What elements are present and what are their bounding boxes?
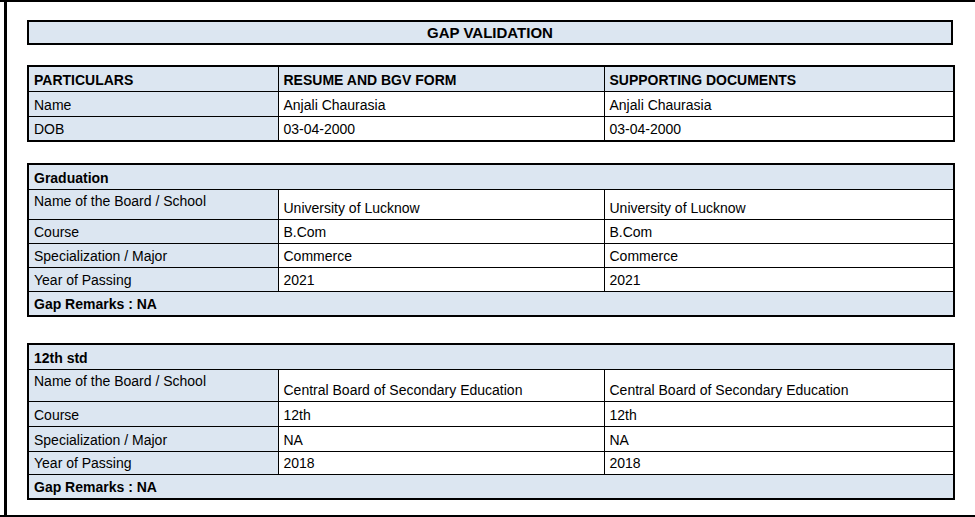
course-supporting-value: B.Com [604,219,954,243]
specialization-supporting-value: Commerce [604,243,954,267]
page-title: GAP VALIDATION [27,20,953,45]
specialization-resume-value: Commerce [278,243,604,267]
dob-supporting-value: 03-04-2000 [604,116,954,141]
section-title-graduation: Graduation [28,164,954,189]
course-resume-value: 12th [278,401,604,426]
section-header-row: Graduation [28,164,954,189]
table-row-specialization: Specialization / Major Commerce Commerce [28,243,954,267]
year-of-passing-label: Year of Passing [28,267,278,291]
board-school-supporting-value: Central Board of Secondary Education [604,369,954,401]
year-of-passing-supporting-value: 2018 [604,451,954,474]
table-row-name: Name Anjali Chaurasia Anjali Chaurasia [28,91,954,116]
specialization-label: Specialization / Major [28,243,278,267]
course-label: Course [28,401,278,426]
board-school-resume-value: Central Board of Secondary Education [278,369,604,401]
header-particulars: PARTICULARS [28,66,278,91]
year-of-passing-resume-value: 2018 [278,451,604,474]
year-of-passing-resume-value: 2021 [278,267,604,291]
twelfth-std-table: 12th std Name of the Board / School Cent… [27,343,955,500]
table-row-specialization: Specialization / Major NA NA [28,426,954,451]
board-school-label: Name of the Board / School [28,369,278,401]
gap-remarks-row: Gap Remarks : NA [28,474,954,499]
page-border-left [4,0,7,517]
course-resume-value: B.Com [278,219,604,243]
graduation-table: Graduation Name of the Board / School Un… [27,163,955,317]
board-school-resume-value: University of Lucknow [278,189,604,219]
section-header-row: 12th std [28,344,954,369]
table-row-course: Course 12th 12th [28,401,954,426]
section-title-12th-std: 12th std [28,344,954,369]
gap-remarks-row: Gap Remarks : NA [28,291,954,316]
page-border-top [0,0,975,2]
board-school-label: Name of the Board / School [28,189,278,219]
table-header-row: PARTICULARS RESUME AND BGV FORM SUPPORTI… [28,66,954,91]
course-supporting-value: 12th [604,401,954,426]
table-row-year-of-passing: Year of Passing 2018 2018 [28,451,954,474]
table-row-year-of-passing: Year of Passing 2021 2021 [28,267,954,291]
name-resume-value: Anjali Chaurasia [278,91,604,116]
board-school-supporting-value: University of Lucknow [604,189,954,219]
year-of-passing-supporting-value: 2021 [604,267,954,291]
dob-label: DOB [28,116,278,141]
course-label: Course [28,219,278,243]
gap-remarks-12th-std: Gap Remarks : NA [28,474,954,499]
specialization-label: Specialization / Major [28,426,278,451]
name-supporting-value: Anjali Chaurasia [604,91,954,116]
table-row-dob: DOB 03-04-2000 03-04-2000 [28,116,954,141]
header-resume-bgv-form: RESUME AND BGV FORM [278,66,604,91]
gap-remarks-graduation: Gap Remarks : NA [28,291,954,316]
name-label: Name [28,91,278,116]
year-of-passing-label: Year of Passing [28,451,278,474]
table-row-course: Course B.Com B.Com [28,219,954,243]
gap-validation-document: GAP VALIDATION PARTICULARS RESUME AND BG… [0,0,975,517]
table-row-board-school: Name of the Board / School Central Board… [28,369,954,401]
table-row-board-school: Name of the Board / School University of… [28,189,954,219]
header-supporting-documents: SUPPORTING DOCUMENTS [604,66,954,91]
specialization-resume-value: NA [278,426,604,451]
dob-resume-value: 03-04-2000 [278,116,604,141]
specialization-supporting-value: NA [604,426,954,451]
identity-table: PARTICULARS RESUME AND BGV FORM SUPPORTI… [27,65,955,142]
